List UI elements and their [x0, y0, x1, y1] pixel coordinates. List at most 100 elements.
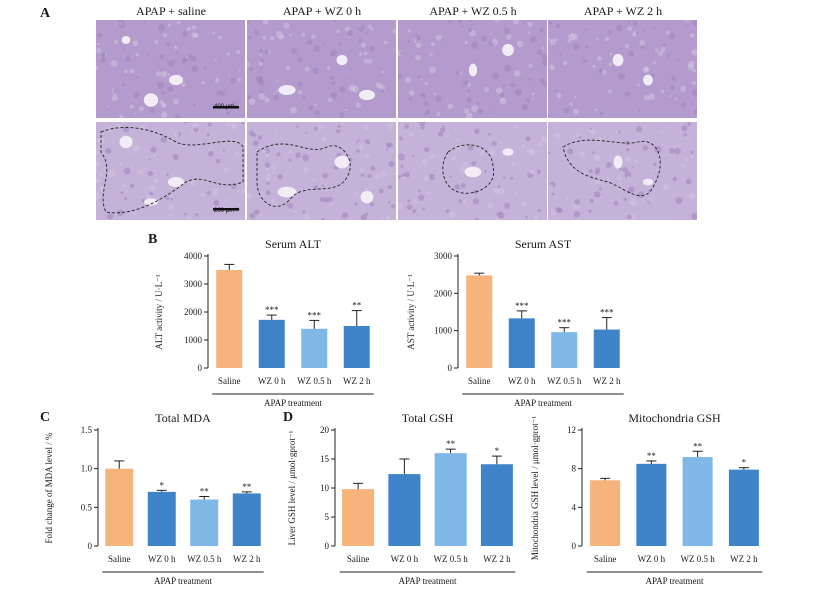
significance-label: **: [352, 301, 362, 311]
category-label: WZ 0 h: [391, 554, 419, 564]
significance-label: **: [647, 451, 657, 461]
bar-saline: [342, 489, 375, 546]
y-axis-label: Mitochondria GSH level / μmol·gprot⁻¹: [530, 416, 540, 561]
category-label: WZ 0 h: [638, 554, 666, 564]
y-tick-label: 0.5: [81, 502, 93, 512]
bar-wz-2-h: [232, 493, 261, 546]
y-tick-label: 4: [572, 502, 577, 512]
hist-label-wz0: APAP + WZ 0 h: [282, 4, 362, 18]
category-label: WZ 0 h: [258, 376, 286, 386]
bar-wz-0-h: [388, 474, 421, 546]
significance-label: ***: [600, 308, 614, 318]
bar-wz-2-h: [480, 464, 513, 546]
histology-tile-r1-c1: [96, 20, 245, 118]
significance-label: ***: [265, 305, 279, 315]
hist-label-saline: APAP + saline: [136, 4, 206, 18]
bar-wz-0-h: [636, 463, 667, 546]
significance-label: **: [242, 482, 252, 492]
chart-serum-alt: Serum ALT 0 1000 2000 3000 4000 ALT activity /…: [150, 232, 390, 412]
chart-serum-ast: Serum AST 0 1000 2000 3000 AST activity / U·L…: [400, 232, 640, 412]
category-label: WZ 0.5 h: [434, 554, 469, 564]
chart-title: Serum AST: [515, 237, 572, 251]
category-label: Saline: [108, 554, 131, 564]
y-tick-label: 5: [325, 512, 330, 522]
bar-wz-2-h: [343, 326, 370, 368]
y-tick-label: 1000: [184, 335, 203, 345]
significance-label: *: [742, 458, 747, 468]
histology-tile-r2-c2: [247, 122, 396, 220]
scale-bar-bottom-label: 200 μm: [214, 208, 235, 214]
x-axis-label: APAP treatment: [264, 398, 323, 408]
histology-tile-r2-c4: [548, 122, 697, 220]
chart-svg-mito: Mitochondria GSH 0 4 8 12 Mitochondria GSH le…: [530, 411, 763, 586]
y-tick-label: 8: [572, 464, 577, 474]
y-tick-label: 1000: [434, 326, 453, 336]
chart-svg-alt: Serum ALT 0 1000 2000 3000 4000 ALT activity /…: [154, 237, 374, 408]
bar-wz-0-h: [508, 318, 535, 368]
significance-label: ***: [308, 310, 322, 320]
panel-letter-a: A: [40, 6, 51, 21]
x-axis-label: APAP treatment: [645, 576, 704, 586]
chart-svg-mda: Total MDA 0 0.5 1.0 1.5 Fold change of MDA le…: [44, 411, 264, 586]
histology-tile-r1-c2: [247, 20, 396, 118]
panel-letter-d: D: [283, 410, 294, 425]
category-label: Saline: [468, 376, 491, 386]
chart-title: Mitochondria GSH: [628, 411, 721, 425]
bar-saline: [590, 480, 621, 546]
category-label: WZ 2 h: [593, 376, 621, 386]
category-label: WZ 2 h: [233, 554, 261, 564]
bar-wz-0-5-h: [190, 499, 219, 546]
y-tick-label: 0: [198, 363, 203, 373]
histology-tile-r2-c1: [96, 122, 245, 220]
significance-label: *: [160, 480, 165, 490]
category-label: WZ 0.5 h: [547, 376, 582, 386]
bar-saline: [466, 275, 493, 368]
y-tick-label: 0: [572, 541, 577, 551]
significance-label: **: [693, 441, 703, 451]
y-axis-label: Fold change of MDA level / %: [44, 432, 54, 543]
y-axis-label: ALT activity / U·L⁻¹: [154, 274, 164, 349]
bar-saline: [216, 270, 243, 368]
category-label: WZ 0.5 h: [297, 376, 332, 386]
significance-label: **: [200, 487, 210, 497]
chart-title: Total GSH: [402, 411, 454, 425]
y-tick-label: 1.0: [81, 464, 93, 474]
category-label: WZ 0 h: [148, 554, 176, 564]
panel-letter-c: C: [40, 410, 51, 425]
panel-letter-b: B: [148, 232, 158, 247]
y-tick-label: 3000: [184, 279, 203, 289]
category-label: Saline: [347, 554, 370, 564]
significance-label: *: [495, 446, 500, 456]
bar-saline: [105, 468, 134, 546]
category-label: Saline: [218, 376, 241, 386]
y-tick-label: 0: [325, 541, 330, 551]
category-label: WZ 2 h: [483, 554, 511, 564]
category-label: WZ 0 h: [508, 376, 536, 386]
scale-bar-top-label: 400 μm: [214, 104, 235, 110]
histology-tile-r1-c4: [548, 20, 697, 118]
chart-total-gsh: Total GSH 0 5 10 15 20 Liver GSH level / μmol·…: [285, 410, 530, 593]
x-axis-label: APAP treatment: [398, 576, 457, 586]
y-tick-label: 0: [448, 363, 453, 373]
hist-label-wz05: APAP + WZ 0.5 h: [429, 4, 517, 18]
y-tick-label: 1.5: [81, 425, 93, 435]
y-tick-label: 12: [567, 425, 576, 435]
significance-label: ***: [515, 301, 529, 311]
y-tick-label: 15: [320, 454, 330, 464]
y-tick-label: 2000: [184, 307, 203, 317]
y-tick-label: 3000: [434, 251, 453, 261]
y-axis-label: Liver GSH level / μmol·gprot⁻¹: [287, 430, 297, 545]
bar-wz-0-5-h: [682, 457, 713, 546]
bar-wz-0-5-h: [301, 328, 328, 368]
chart-svg-gsh: Total GSH 0 5 10 15 20 Liver GSH level / μmol·…: [287, 411, 516, 586]
x-axis-label: APAP treatment: [154, 576, 213, 586]
hist-label-wz2: APAP + WZ 2 h: [583, 4, 663, 18]
bar-wz-0-5-h: [551, 332, 578, 368]
bar-wz-0-5-h: [434, 453, 467, 546]
chart-mitochondria-gsh: Mitochondria GSH 0 4 8 12 Mitochondria GSH le…: [530, 410, 780, 593]
category-label: WZ 0.5 h: [187, 554, 222, 564]
significance-label: **: [446, 439, 456, 449]
significance-label: ***: [558, 318, 572, 328]
y-tick-label: 0: [88, 541, 93, 551]
histology-tile-r1-c3: [398, 20, 547, 118]
